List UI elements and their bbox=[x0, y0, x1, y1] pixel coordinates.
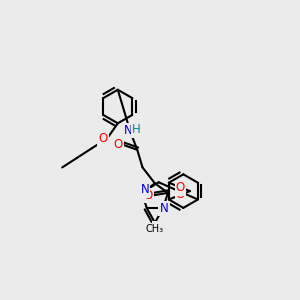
Text: N: N bbox=[140, 183, 149, 196]
Text: CH₃: CH₃ bbox=[145, 224, 163, 234]
Text: O: O bbox=[99, 132, 108, 145]
Text: O: O bbox=[176, 188, 185, 201]
Text: N: N bbox=[160, 202, 168, 215]
Text: O: O bbox=[114, 138, 123, 151]
Text: N: N bbox=[124, 124, 133, 137]
Text: O: O bbox=[143, 189, 153, 202]
Text: S: S bbox=[153, 223, 160, 236]
Text: O: O bbox=[176, 182, 185, 194]
Text: H: H bbox=[132, 123, 140, 136]
